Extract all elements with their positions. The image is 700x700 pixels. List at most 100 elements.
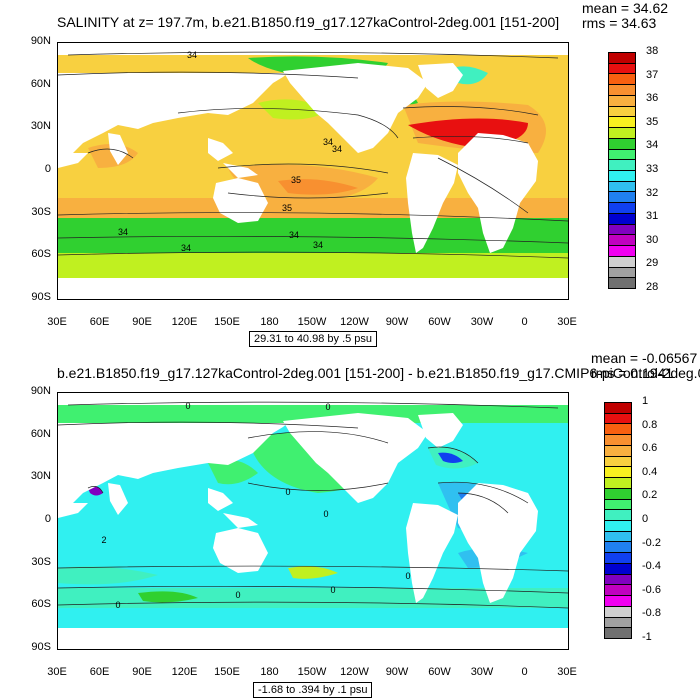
panel1-contour-label: 34: [118, 227, 128, 237]
panel1-land: [58, 43, 568, 55]
panel1-contour-label: 34: [313, 240, 323, 250]
panel1-x-tick-label: 120W: [340, 316, 369, 328]
panel2-land: [108, 483, 128, 515]
panel2-contour-label: 0: [115, 600, 120, 610]
panel2-land: [283, 413, 428, 503]
panel2-contour-label: 0: [285, 487, 290, 497]
panel1-x-tick-label: 30E: [557, 316, 577, 328]
panel2-colorbar-label: -0.4: [642, 560, 661, 573]
panel1-colorbar-label: 30: [646, 233, 659, 246]
panel1-land: [58, 153, 88, 168]
panel1-contour-line: [87, 148, 134, 159]
panel1-x-tick-label: 120E: [171, 316, 198, 328]
panel1-x-tick-label: 90E: [132, 316, 152, 328]
panel1-map: 34 34 34 35 35 34 34 34 34: [57, 42, 569, 300]
panel1-contour-line: [217, 163, 389, 174]
panel2-fill-region: [58, 566, 158, 585]
panel2-x-tick-label: 90E: [132, 666, 152, 678]
panel2-y-tick-label: 60S: [31, 598, 51, 611]
panel2-contour-label: 0: [330, 585, 335, 595]
panel2-x-tick-label: 150E: [214, 666, 240, 678]
panel2-x-tick-label: 90W: [385, 666, 409, 678]
panel1-land: [458, 133, 538, 253]
panel2-y-tick-label: 90S: [31, 641, 51, 653]
panel1-contour-label: 35: [291, 175, 301, 185]
panel2-contour-line: [87, 486, 104, 494]
panel1-colorbar: 38 37 36 35 34 33 32 31 30 29 28: [608, 45, 668, 293]
panel2-x-tick-label: 30E: [47, 666, 67, 678]
panel1-contour-line: [58, 251, 568, 259]
panel2-contour-line: [247, 431, 389, 444]
panel1-fill-region: [58, 253, 568, 278]
panel2-colorbar-label: 0: [642, 513, 649, 525]
panel2-contour-label: 0: [235, 590, 240, 600]
panel2-colorbar-label: -0.2: [642, 536, 661, 549]
panel1-land: [108, 133, 128, 165]
panel2-x-tick-label: 0: [521, 666, 528, 678]
panel2-land: [458, 483, 538, 603]
panel2-fill-region: [208, 459, 258, 485]
panel2-contour-line: [58, 421, 359, 429]
panel1-x-tick-label: 60E: [89, 316, 110, 328]
panel2-contour-line: [67, 401, 559, 409]
panel1-x-tick-label: 150W: [297, 316, 327, 328]
panel1-contour-label: 34: [187, 50, 197, 60]
panel2-land: [223, 513, 258, 528]
panel1-contour-line: [58, 235, 568, 244]
panel2-contour-line: [437, 481, 529, 504]
panel2-x-tick-label: 60E: [89, 666, 110, 678]
panel2-contour-label: 2: [101, 535, 106, 545]
panel2-contour-line: [427, 446, 479, 464]
panel1-y-tick-label: 60N: [30, 77, 51, 90]
panel1-colorbar-label: 38: [646, 45, 659, 57]
panel1-colorbar-label: 35: [646, 115, 659, 128]
panel2-land: [208, 488, 233, 511]
panel1-land: [208, 138, 233, 161]
panel2-fill-region: [58, 588, 568, 608]
panel1-colorbar-label: 29: [646, 257, 659, 270]
panel1-fill-region: [278, 179, 358, 195]
panel1-contour-line: [227, 192, 389, 199]
panel1-x-tick-label: 30W: [470, 316, 494, 328]
panel2-x-tick-label: 60W: [428, 666, 451, 678]
panel1-colorbar-label: 37: [646, 68, 659, 81]
panel2-colorbar-label: -0.8: [642, 607, 661, 620]
panel1-y-tick-label: 90N: [30, 35, 51, 47]
panel2-contour-label: 0: [405, 571, 410, 581]
panel1-y-tick-label: 30S: [31, 205, 51, 218]
panel2-colorbar: 1 0.8 0.6 0.4 0.2 0 -0.2 -0.4 -0.6 -0.8 -1: [604, 395, 664, 643]
panel2-fill-region: [138, 591, 198, 603]
panel1-contour-line: [177, 108, 399, 139]
panel2-range-label: -1.68 to .394 by .1 psu: [253, 682, 373, 698]
panel2-map-svg: 0 0 0 0 0 0 0 0 2: [58, 393, 568, 649]
panel2-colorbar-label: 0.2: [642, 489, 658, 502]
panel2-y-tick-label: 30S: [31, 555, 51, 568]
panel1-range-label: 29.31 to 40.98 by .5 psu: [249, 331, 378, 347]
panel2-fill-region: [438, 452, 463, 463]
panel2-land: [58, 503, 88, 518]
panel2-x-tick-label: 30E: [557, 666, 577, 678]
panel2-colorbar-label: 0.8: [642, 418, 658, 431]
panel1-contour-line: [402, 106, 539, 116]
panel2-mean: mean = -0.06567: [591, 350, 698, 366]
panel2-land: [58, 423, 288, 508]
panel1-mean: mean = 34.62: [582, 0, 669, 16]
panel1-y-tick-label: 0: [44, 163, 51, 175]
panel2-colorbar-label: -1: [642, 631, 652, 643]
panel1-colorbar-swatch: [608, 277, 636, 289]
panel2-colorbar-label: -0.6: [642, 583, 661, 596]
panel2-y-tick-label: 0: [44, 513, 51, 525]
panel2-colorbar-label: 0.6: [642, 442, 658, 455]
panel2-colorbar-label: 0.4: [642, 465, 658, 478]
panel1-colorbar-label: 31: [646, 210, 659, 223]
panel1-land: [406, 153, 458, 253]
panel1-contour-label: 34: [323, 137, 333, 147]
panel1-x-tick-label: 90W: [385, 316, 409, 328]
panel1-contour-line: [58, 71, 359, 79]
panel2-y-tick-label: 90N: [30, 385, 51, 397]
panel1-y-tick-label: 30N: [30, 120, 51, 133]
panel2-rms: rms = 0.1941: [591, 365, 674, 381]
panel1-land: [58, 278, 568, 299]
panel2-contour-label: 0: [185, 401, 190, 411]
